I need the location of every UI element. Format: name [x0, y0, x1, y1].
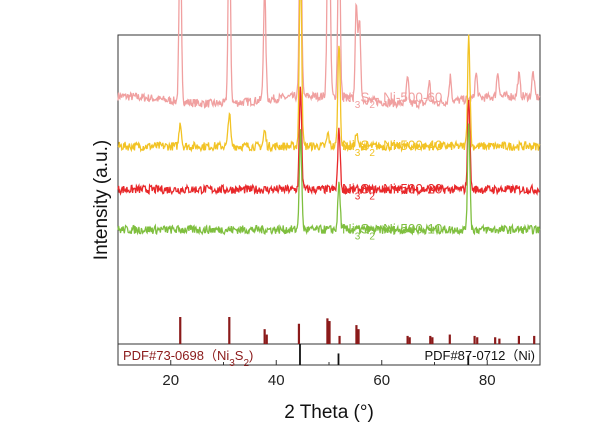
series-line	[117, 86, 540, 197]
series-line	[117, 0, 541, 111]
x-tick-label: 80	[479, 372, 496, 389]
series-line	[117, 123, 541, 236]
x-tick-label: 20	[162, 372, 179, 389]
series-line	[117, 0, 541, 153]
series-label: Ni3S2- Ni-500-20	[342, 182, 442, 203]
reference-labels: PDF#73-0698（Ni3S2) PDF#87-0712（Ni)	[123, 348, 535, 369]
x-tick-label: 60	[373, 372, 390, 389]
x-tick-label: 40	[268, 372, 285, 389]
x-axis-ticks: 20 40 60 80	[117, 360, 541, 389]
series-labels: Ni3S2- Ni-500-60 Ni3S2- Ni-500-40 Ni3S2- N…	[342, 90, 442, 242]
reference-label: PDF#73-0698（Ni3S2)	[123, 348, 253, 369]
series-curves	[117, 0, 541, 236]
series-label: Ni3S2- Ni-500-40	[342, 138, 442, 159]
reference-label: PDF#87-0712（Ni)	[424, 348, 535, 363]
series-label: Ni3S2- Ni-500-60	[342, 90, 442, 111]
x-axis-title: 2 Theta (°)	[284, 402, 374, 423]
reference-bars	[179, 317, 536, 365]
y-axis-title: Intensity (a.u.)	[91, 140, 112, 260]
plot-frame	[117, 34, 541, 366]
series-label: Ni3S2- Ni-500-10	[342, 222, 442, 243]
